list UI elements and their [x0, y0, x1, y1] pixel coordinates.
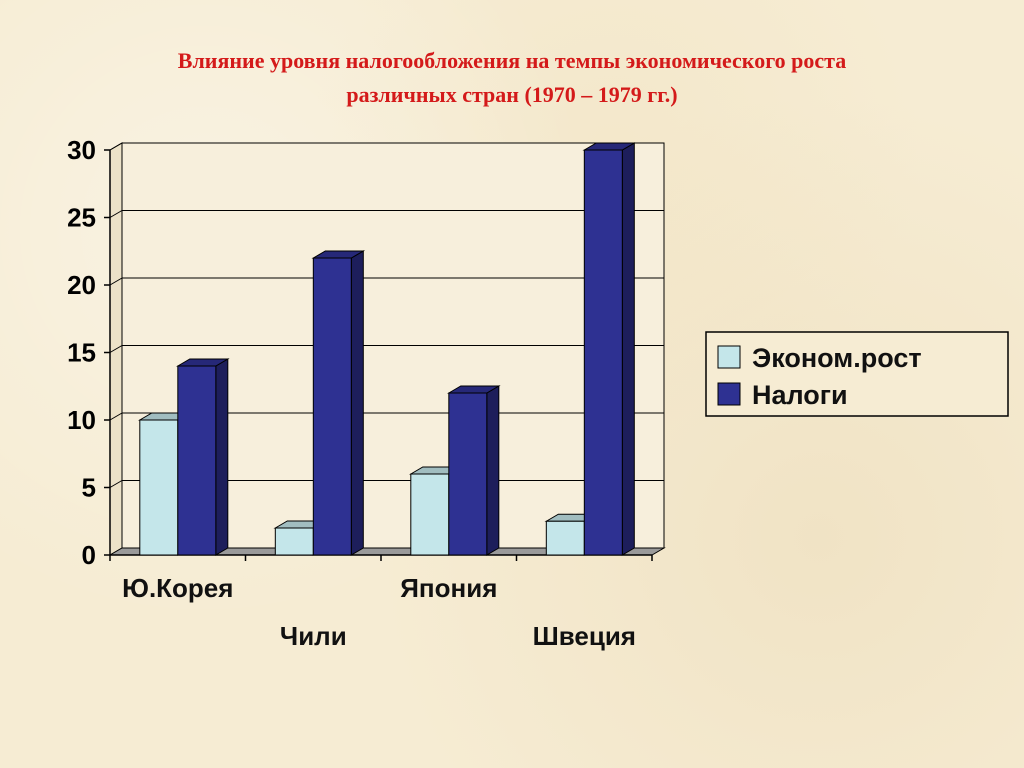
bar-taxes — [175, 358, 230, 556]
chart-title-line-2: различных стран (1970 – 1979 гг.) — [346, 82, 678, 107]
chart-title-line-1: Влияние уровня налогообложения на темпы … — [177, 48, 847, 73]
bar-side — [621, 142, 635, 556]
legend-swatch — [717, 382, 741, 406]
x-category-label: Япония — [400, 573, 497, 603]
bars — [137, 142, 637, 556]
gridlines — [109, 142, 664, 488]
y-tick-label: 30 — [67, 135, 96, 165]
y-tick-label: 20 — [67, 270, 96, 300]
bar-side — [215, 358, 229, 556]
y-tick-label: 15 — [67, 338, 96, 368]
bar-side — [350, 250, 364, 556]
bar-front — [410, 473, 450, 556]
gridline-side — [109, 345, 123, 353]
gridline-side — [109, 210, 123, 218]
bar-front — [583, 149, 623, 556]
legend-swatch — [717, 345, 741, 369]
chart-title: Влияние уровня налогообложения на темпы … — [40, 44, 984, 112]
legend-label: Эконом.рост — [752, 343, 922, 373]
x-category-label: Швеция — [533, 621, 636, 651]
bar-front — [545, 520, 585, 556]
gridline-side — [109, 480, 123, 488]
x-axis-category-labels: Ю.Корея Чили Япония Швеция — [122, 573, 636, 651]
bar-front — [177, 365, 217, 556]
gridline-side — [109, 412, 123, 421]
bar-taxes — [311, 250, 366, 556]
gridline-side — [109, 142, 123, 151]
bar-front — [312, 257, 352, 556]
y-tick-label: 25 — [67, 203, 96, 233]
bar-side — [486, 385, 500, 556]
y-tick-label: 0 — [82, 540, 96, 570]
y-axis-tick-labels: 0 5 10 15 20 25 30 — [67, 135, 96, 570]
bar-front — [274, 527, 314, 556]
x-category-label: Ю.Корея — [122, 573, 233, 603]
bar-front — [448, 392, 488, 556]
legend: Эконом.рост Налоги — [705, 331, 1009, 417]
bar-front — [139, 419, 179, 556]
y-tick-label: 5 — [82, 473, 96, 503]
legend-box — [705, 331, 1009, 417]
gridline-side — [109, 277, 123, 286]
legend-label: Налоги — [752, 380, 848, 410]
bar-taxes — [582, 142, 637, 556]
y-tick-label: 10 — [67, 405, 96, 435]
bar-taxes — [446, 385, 501, 556]
x-category-label: Чили — [280, 621, 347, 651]
